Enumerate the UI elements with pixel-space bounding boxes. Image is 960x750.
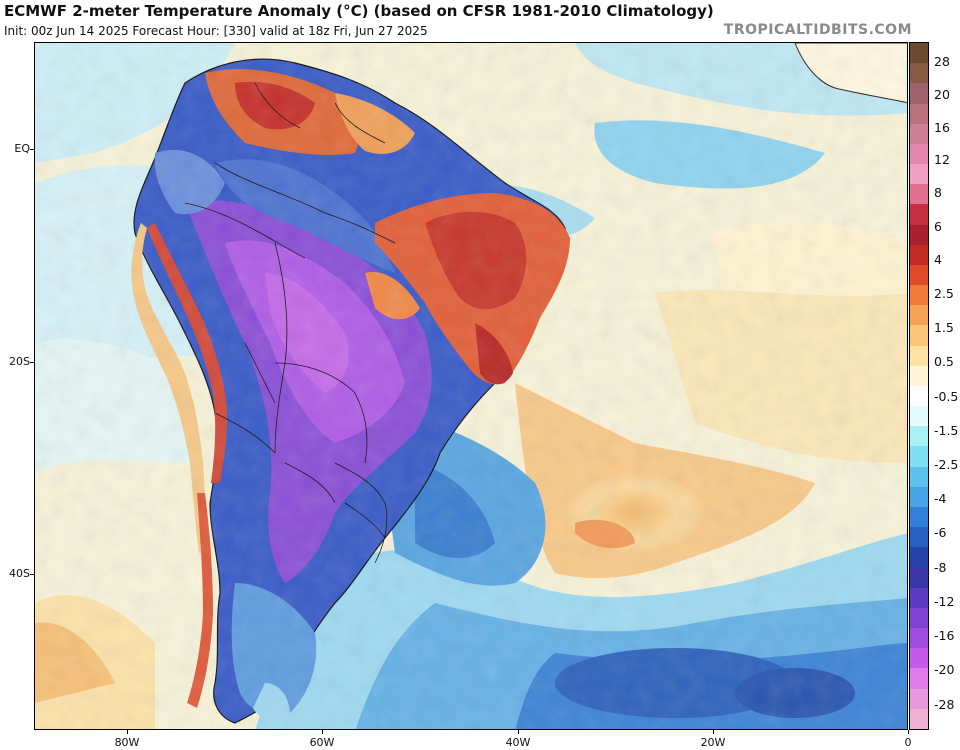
colorbar-label: -6 [934,525,947,540]
colorbar-label: 8 [934,185,942,200]
lon-label-0: 0 [904,736,912,749]
colorbar-label: 20 [934,87,950,102]
lat-tick-20s [30,362,34,363]
lon-label-80w: 80W [114,736,140,749]
lat-label-20s: 20S [9,355,30,368]
colorbar-segment [910,264,928,286]
colorbar-segment [910,143,928,165]
colorbar-segment [910,285,928,306]
colorbar-segment [910,365,928,386]
colorbar-segment [910,103,928,124]
colorbar-segment [910,325,928,346]
colorbar-label: -0.5 [934,389,959,404]
brand-watermark[interactable]: TROPICALTIDBITS.COM [723,22,912,38]
colorbar-segment [910,426,928,447]
colorbar-segment [910,305,928,326]
colorbar-segment [910,345,928,366]
colorbar-segment [910,406,928,427]
lon-tick-80w [127,730,128,734]
colorbar-segment [910,204,928,225]
colorbar-label: -8 [934,560,947,575]
anomaly-map [34,42,908,730]
lon-tick-60w [322,730,323,734]
colorbar-segment [910,547,928,568]
colorbar-label: 2.5 [934,286,954,301]
colorbar-segment [910,668,928,689]
colorbar-segment [910,466,928,487]
colorbar-label: 28 [934,54,950,69]
colorbar-segment [910,63,928,84]
colorbar-label: -12 [934,594,955,609]
lon-label-20w: 20W [700,736,726,749]
lon-tick-40w [518,730,519,734]
colorbar-segment [910,83,928,104]
colorbar-label: 1.5 [934,320,954,335]
map-canvas [35,43,907,729]
colorbar [909,42,929,730]
lat-label-eq: EQ [14,142,30,155]
colorbar-label: -4 [934,491,947,506]
colorbar-label: 16 [934,120,950,135]
colorbar-segment [910,607,928,628]
colorbar-segment [910,506,928,528]
colorbar-segment [910,627,928,649]
colorbar-segment [910,385,928,407]
lon-label-60w: 60W [309,736,335,749]
colorbar-label: 4 [934,252,942,267]
lon-tick-0 [908,730,909,734]
colorbar-label: -2.5 [934,457,959,472]
lon-label-40w: 40W [505,736,531,749]
lat-tick-eq [30,149,34,150]
colorbar-segment [910,244,928,265]
colorbar-segment [910,43,928,64]
colorbar-label: -1.5 [934,423,959,438]
colorbar-segment [910,486,928,507]
colorbar-segment [910,123,928,144]
lon-tick-20w [713,730,714,734]
colorbar-segment [910,446,928,467]
colorbar-segment [910,184,928,205]
colorbar-label: 6 [934,219,942,234]
lat-tick-40s [30,574,34,575]
colorbar-segment [910,688,928,709]
colorbar-label: -16 [934,628,955,643]
lat-label-40s: 40S [9,567,30,580]
colorbar-segment [910,164,928,185]
colorbar-label: -20 [934,662,955,677]
map-subtitle: Init: 00z Jun 14 2025 Forecast Hour: [33… [4,24,428,38]
colorbar-label: -28 [934,697,955,712]
colorbar-segment [910,567,928,588]
colorbar-segment [910,587,928,608]
colorbar-segment [910,648,928,669]
colorbar-label: 0.5 [934,354,954,369]
colorbar-segment [910,224,928,245]
colorbar-label: 12 [934,152,950,167]
colorbar-segment [910,708,928,729]
map-title: ECMWF 2-meter Temperature Anomaly (°C) (… [4,2,714,20]
colorbar-segment [910,527,928,548]
